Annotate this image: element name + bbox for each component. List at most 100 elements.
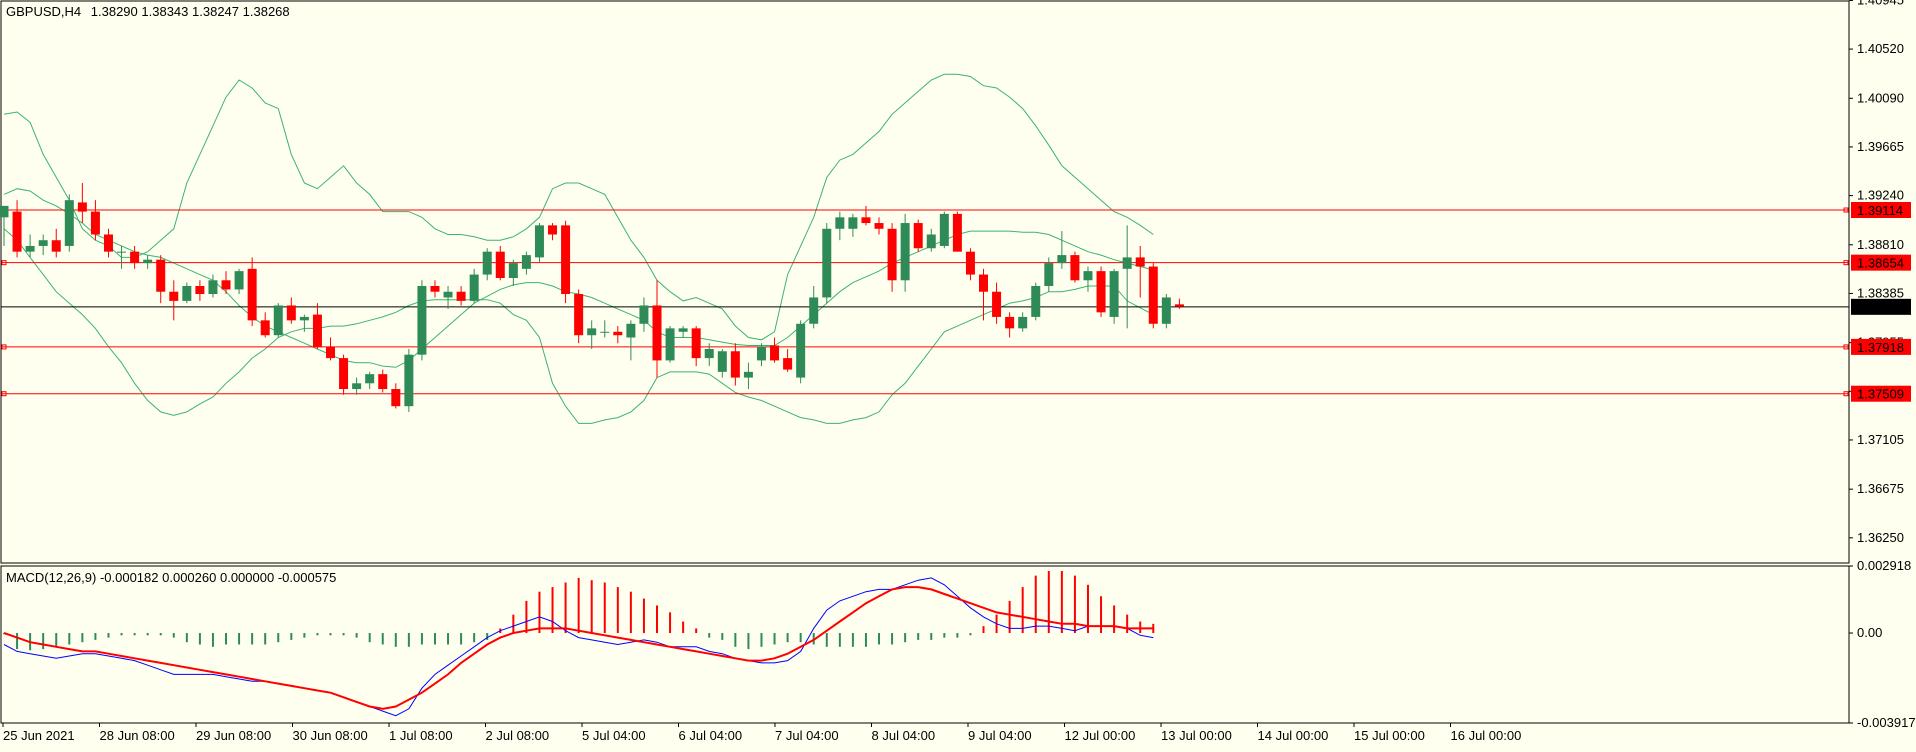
candle-body [182, 286, 192, 301]
close-value: 1.38268 [242, 4, 290, 19]
time-axis-label: 29 Jun 08:00 [196, 728, 271, 743]
candle-body [326, 346, 335, 359]
candle-body [796, 323, 806, 378]
candle-body [1018, 316, 1028, 329]
candle-body [130, 251, 140, 264]
candle-body [77, 202, 87, 212]
candle-body [822, 228, 832, 298]
candle-body [717, 351, 727, 372]
candle-body [730, 351, 740, 378]
candle-body [1044, 263, 1054, 287]
candle-body [1109, 271, 1119, 317]
candle-body [756, 346, 766, 361]
price-axis-label: 1.37105 [1857, 432, 1904, 447]
candle-body [521, 255, 531, 269]
candle-body [430, 286, 440, 292]
candle-body [743, 371, 753, 378]
time-axis-label: 12 Jul 00:00 [1065, 728, 1136, 743]
candle-body [613, 331, 623, 336]
macd-label: MACD(12,26,9) [6, 570, 97, 585]
candle-body [508, 263, 518, 278]
candle-body [861, 217, 871, 224]
time-axis-label: 5 Jul 04:00 [582, 728, 646, 743]
high-value: 1.38343 [141, 4, 189, 19]
band-upper-line [3, 73, 1154, 341]
candle-body [939, 213, 949, 246]
price-axis-label: 1.36250 [1857, 530, 1904, 545]
candle-body [195, 286, 205, 295]
candle-body [208, 280, 218, 295]
candle-body [561, 225, 571, 295]
candle-body [652, 305, 662, 361]
bollinger-bands [3, 73, 1154, 424]
candle-body [874, 223, 884, 229]
candle-body [1161, 297, 1171, 324]
candle-body [391, 389, 401, 407]
low-value: 1.38247 [192, 4, 240, 19]
candle-body [143, 259, 153, 264]
price-axis-label: 1.38810 [1857, 237, 1904, 252]
candle-body [770, 345, 780, 361]
candle-body [365, 374, 375, 384]
candle-body [495, 251, 505, 278]
level-anchor-left [1, 344, 7, 350]
price-axis-label: 1.38385 [1857, 285, 1904, 300]
macd-signal-line [3, 586, 1154, 710]
candle-body [443, 291, 453, 298]
level-anchor-right [1843, 344, 1849, 350]
level-anchor-left [1, 391, 7, 397]
candle-body [117, 251, 127, 253]
candle-body [38, 240, 48, 246]
macd-indicator [3, 571, 1155, 717]
macd-main-value: -0.000182 [99, 570, 159, 585]
price-axis-label: 1.39240 [1857, 188, 1904, 203]
time-axis-label: 1 Jul 08:00 [389, 728, 453, 743]
time-axis-label: 2 Jul 08:00 [486, 728, 550, 743]
level-anchor-right [1843, 260, 1849, 266]
candle-body [103, 234, 113, 252]
candle-body [783, 358, 793, 370]
candle-body [639, 305, 649, 324]
candle-body [1005, 316, 1015, 329]
price-axis-label: 1.40945 [1857, 0, 1904, 7]
time-axis-label: 8 Jul 04:00 [872, 728, 936, 743]
candle-body [1057, 255, 1067, 264]
macd-pane-border [0, 565, 1850, 724]
candle-body [90, 211, 100, 235]
candle-body [1083, 271, 1093, 281]
candle-body [809, 297, 819, 324]
macd-axis-label: -0.003917 [1857, 715, 1916, 730]
level-anchor-left [1, 260, 7, 266]
candle-body [913, 223, 923, 249]
level-price-label: 1.37509 [1857, 387, 1904, 402]
candle-body [299, 316, 309, 321]
time-axis-label: 25 Jun 2021 [3, 728, 75, 743]
candle-body [1122, 257, 1132, 269]
price-pane-border [0, 0, 1850, 564]
time-axis-label: 16 Jul 00:00 [1451, 728, 1522, 743]
time-axis-label: 15 Jul 00:00 [1354, 728, 1425, 743]
candle-body [587, 328, 597, 336]
candle-body [678, 328, 688, 332]
candle-body [665, 328, 675, 361]
candle-body [1096, 271, 1106, 313]
candle-body [1174, 304, 1184, 307]
price-axis-label: 1.39665 [1857, 139, 1904, 154]
macd-header: MACD(12,26,9) -0.000182 0.000260 0.00000… [6, 570, 336, 585]
macd-signal-value: 0.000260 [162, 570, 217, 585]
time-axis-label: 6 Jul 04:00 [679, 728, 743, 743]
candle-body [626, 323, 636, 338]
candle-body [0, 205, 9, 218]
candle-body [952, 213, 962, 252]
candle-body [51, 240, 61, 252]
band-lower-line [3, 228, 1154, 424]
candle-body [574, 294, 584, 336]
symbol-label: GBPUSD,H4 [6, 4, 82, 19]
time-axis-label: 30 Jun 08:00 [293, 728, 368, 743]
candle-body [247, 268, 257, 321]
macd-axis-label: 0.002918 [1857, 558, 1911, 573]
candle-body [312, 314, 322, 347]
